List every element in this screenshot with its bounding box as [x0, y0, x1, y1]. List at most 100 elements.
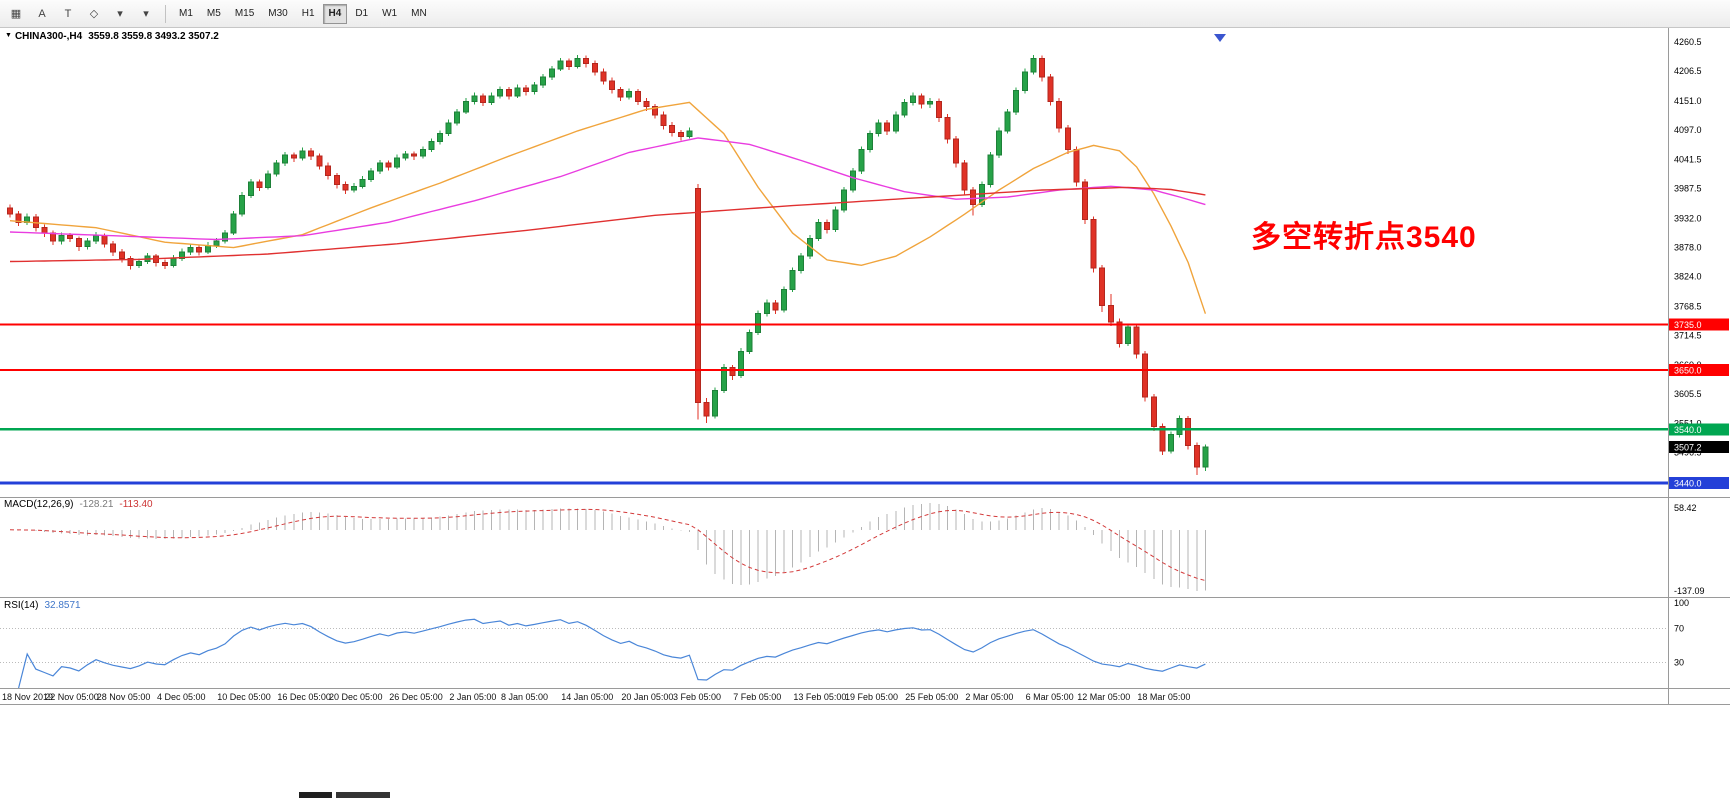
time-axis-label: 20 Dec 05:00 [329, 692, 383, 702]
candle-body [953, 138, 959, 164]
candle-body [643, 100, 650, 108]
taskbar-strip [0, 792, 1730, 798]
candle-body [239, 194, 246, 215]
rsi-axis-label: 70 [1674, 623, 1684, 633]
candle-body [617, 89, 624, 98]
time-axis-label: 6 Mar 05:00 [1026, 692, 1074, 702]
candle-body [273, 162, 280, 175]
chart-canvas[interactable]: 4260.5 4206.5 4151.0 4097.0 4041.5 3987.5 3932… [0, 28, 1730, 792]
candle-body [1039, 57, 1045, 78]
price-tag-3440.0 [1669, 477, 1729, 490]
ma-slow-line [9, 186, 1206, 263]
time-axis-label: 2 Mar 05:00 [965, 692, 1013, 702]
price-axis[interactable] [1668, 28, 1730, 704]
candle-body [1064, 127, 1071, 151]
macd-label: MACD(12,26,9) -128.21 -113.40 [4, 499, 153, 510]
timeframe-m30[interactable]: M30 [268, 8, 288, 19]
candle-body [118, 251, 125, 259]
candle-body [411, 153, 418, 157]
candle-body [703, 401, 710, 417]
candle-body [67, 235, 74, 239]
text-label-icon[interactable]: T [64, 7, 72, 20]
candle-body [935, 100, 942, 118]
timeframe-m15[interactable]: M15 [234, 8, 255, 19]
chart-window-icon[interactable]: ▦ [10, 8, 22, 20]
candle-body [574, 57, 581, 67]
price-tag-3735.0 [1669, 318, 1729, 331]
candle-body [884, 122, 891, 132]
price-tick-label: 3768.5 [1674, 301, 1702, 311]
time-axis[interactable] [0, 688, 1668, 704]
candle-body [1099, 267, 1106, 307]
candle-body [161, 262, 168, 266]
candle-body [927, 100, 934, 105]
taskbar-item[interactable] [299, 792, 332, 798]
rsi-axis-label: 100 [1674, 598, 1689, 608]
candle-body [462, 100, 469, 113]
toolbar-icons: ▦ A T ◇ ▾ ▾ [3, 2, 159, 25]
candle-body [944, 116, 951, 140]
timeframe-m1[interactable]: M1 [179, 8, 193, 19]
price-tag-label: 3540.0 [1674, 425, 1702, 435]
time-axis-label: 2 Jan 05:00 [449, 692, 496, 702]
candle-body [505, 89, 512, 97]
chart-shift-marker-icon[interactable] [1214, 34, 1226, 42]
ohlc-readout: 3559.8 3559.8 3493.2 3507.2 [88, 31, 219, 42]
time-axis-label: 12 Mar 05:00 [1077, 692, 1130, 702]
timeframe-mn[interactable]: MN [411, 8, 427, 19]
draw-shapes-icon[interactable]: ◇ [89, 8, 99, 20]
timeframe-d1[interactable]: D1 [355, 8, 369, 19]
candle-body [376, 162, 383, 172]
price-tick-label: 4097.0 [1674, 125, 1702, 135]
candle-body [213, 240, 220, 246]
taskbar-item[interactable] [336, 792, 390, 798]
time-axis-label: 3 Feb 05:00 [673, 692, 721, 702]
candle-body [1082, 181, 1088, 221]
price-tick-label: 3932.0 [1674, 214, 1702, 224]
rsi-name: RSI(14) [4, 600, 39, 611]
candle-body [110, 243, 117, 253]
candle-body [600, 71, 607, 82]
candle-body [1176, 418, 1183, 436]
candle-body [832, 209, 839, 230]
time-axis-label: 26 Dec 05:00 [389, 692, 443, 702]
candle-body [93, 235, 99, 242]
timeframe-w1[interactable]: W1 [382, 8, 398, 19]
candle-body [196, 247, 203, 253]
candle-body [609, 80, 615, 91]
candle-body [1030, 57, 1037, 73]
candle-body [1107, 305, 1114, 323]
rsi-axis-label: 30 [1674, 657, 1684, 667]
timeframe-m5[interactable]: M5 [206, 8, 221, 19]
macd-name: MACD(12,26,9) [4, 499, 74, 510]
price-tag-3540.0 [1669, 423, 1729, 436]
candle-body [368, 170, 375, 180]
candle-body [333, 175, 340, 186]
candle-body [1021, 71, 1028, 92]
candle-body [540, 76, 547, 86]
time-axis-label: 4 Dec 05:00 [157, 692, 206, 702]
price-tick-label: 3987.5 [1674, 184, 1702, 194]
candle-body [488, 95, 495, 103]
price-tick-label: 3824.0 [1674, 272, 1702, 282]
collapse-arrow-icon[interactable]: ▼ [5, 32, 12, 39]
candle-body [290, 154, 297, 159]
candle-body [480, 95, 486, 103]
price-tick-label: 4260.5 [1674, 37, 1702, 47]
chart-title: ▼ CHINA300-,H4 3559.8 3559.8 3493.2 3507.2 [5, 31, 219, 42]
tools-dropdown-icon[interactable]: ▾ [117, 8, 123, 20]
candle-body [755, 313, 762, 334]
candle-body [497, 89, 504, 97]
candle-body [299, 150, 306, 159]
timeframe-h1[interactable]: H1 [301, 8, 315, 19]
candle-body [342, 184, 349, 191]
text-tool-icon[interactable]: A [38, 7, 46, 20]
timeframe-h4[interactable]: H4 [322, 3, 348, 24]
chart-region[interactable]: 4260.5 4206.5 4151.0 4097.0 4041.5 3987.5 3932… [0, 28, 1730, 792]
candle-body [1185, 418, 1192, 446]
candle-body [918, 95, 925, 105]
candle-body [222, 232, 228, 242]
price-tag-label: 3735.0 [1674, 320, 1702, 330]
annotation-text[interactable]: 多空转折点3540 [1251, 221, 1477, 254]
indicators-dropdown-icon[interactable]: ▾ [143, 8, 149, 20]
